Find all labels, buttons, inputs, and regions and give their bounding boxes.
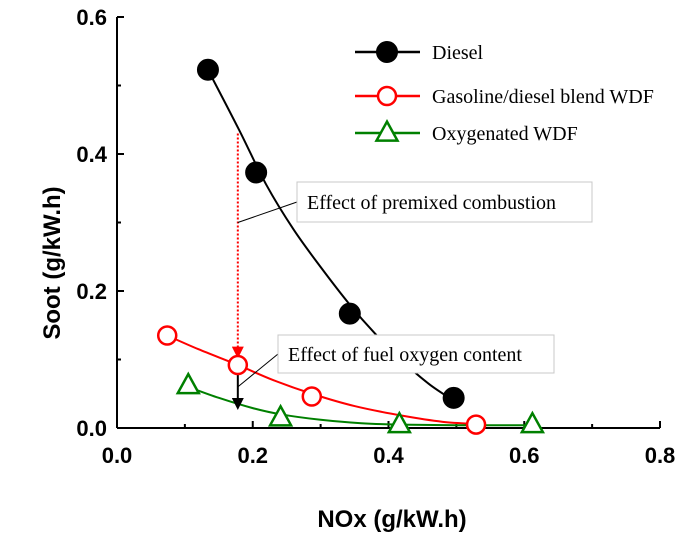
data-point: [196, 58, 219, 81]
data-point: [465, 414, 487, 435]
legend-label: Diesel: [432, 42, 484, 64]
y-tick-label: 0.4: [76, 142, 107, 167]
x-axis-title: NOx (g/kW.h): [317, 506, 466, 533]
data-point: [301, 386, 323, 407]
legend-marker: [376, 85, 398, 107]
legend-label: Oxygenated WDF: [432, 123, 578, 145]
data-point: [267, 403, 294, 427]
data-point: [245, 161, 268, 184]
x-tick-label: 0.6: [509, 443, 540, 468]
data-point: [519, 410, 546, 434]
data-point: [386, 410, 412, 434]
annotation-box: [277, 334, 555, 374]
x-tick-label: 0.4: [373, 443, 404, 468]
legend-marker: [376, 41, 398, 63]
x-tick-label: 0.8: [645, 443, 676, 468]
y-tick-label: 0.6: [76, 5, 107, 30]
y-tick-label: 0.2: [76, 279, 107, 304]
data-point: [442, 386, 465, 409]
annotation-text: Effect of fuel oxygen content: [288, 344, 522, 366]
annotations: Effect of premixed combustion Effect of f…: [237, 181, 593, 388]
x-tick-label: 0.0: [102, 443, 133, 468]
annotation-text: Effect of premixed combustion: [307, 192, 556, 214]
y-axis-title: Soot (g/kW.h): [39, 186, 66, 339]
annotation-leader: [237, 201, 298, 223]
legend-marker: [374, 119, 400, 142]
y-axis-ticks: 0.0 0.2 0.4 0.6: [76, 5, 124, 441]
legend-label: Gasoline/diesel blend WDF: [432, 86, 654, 108]
x-tick-label: 0.2: [237, 443, 268, 468]
annotation-leader: [237, 353, 279, 388]
data-point: [156, 325, 178, 346]
data-point: [338, 302, 361, 325]
legend: Diesel Gasoline/diesel blend WDF Oxygenate…: [340, 30, 670, 152]
fit-curve: [187, 385, 533, 427]
data-point: [227, 354, 249, 376]
y-tick-label: 0.0: [76, 416, 107, 441]
data-markers: [156, 58, 546, 435]
annotation-box: [296, 181, 593, 223]
data-point: [175, 371, 201, 395]
